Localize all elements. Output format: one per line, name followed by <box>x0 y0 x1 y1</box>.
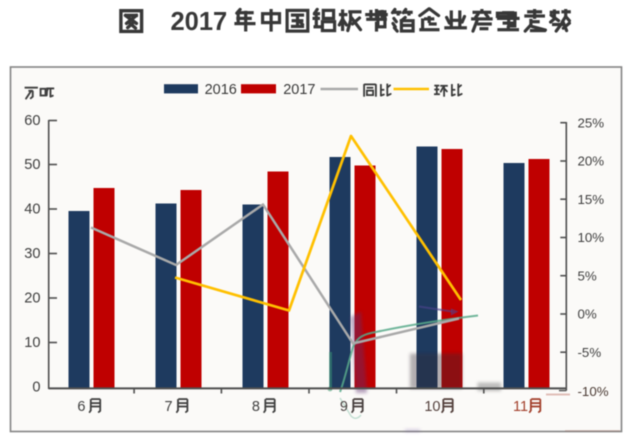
svg-text:11: 11 <box>513 399 528 415</box>
svg-text:2016: 2016 <box>205 82 237 98</box>
svg-text:15%: 15% <box>578 192 605 207</box>
svg-text:20: 20 <box>24 291 40 307</box>
svg-text:-5%: -5% <box>578 345 602 360</box>
svg-text:-10%: -10% <box>578 384 609 399</box>
svg-text:20%: 20% <box>578 154 605 169</box>
svg-text:30: 30 <box>24 246 40 262</box>
svg-text:2017: 2017 <box>171 8 228 36</box>
svg-text:50: 50 <box>24 157 40 173</box>
svg-text:0: 0 <box>32 380 40 396</box>
svg-text:6: 6 <box>77 399 85 415</box>
svg-text:7: 7 <box>165 399 173 415</box>
svg-text:25%: 25% <box>578 115 605 130</box>
svg-text:60: 60 <box>24 113 40 129</box>
svg-text:10: 10 <box>24 335 40 351</box>
svg-text:0%: 0% <box>578 307 597 322</box>
svg-text:40: 40 <box>24 202 40 218</box>
svg-text:9: 9 <box>340 399 348 415</box>
svg-text:5%: 5% <box>578 268 597 283</box>
svg-text:10: 10 <box>424 399 440 415</box>
svg-text:2017: 2017 <box>283 82 315 98</box>
svg-text:8: 8 <box>252 399 260 415</box>
svg-text:10%: 10% <box>578 230 605 245</box>
